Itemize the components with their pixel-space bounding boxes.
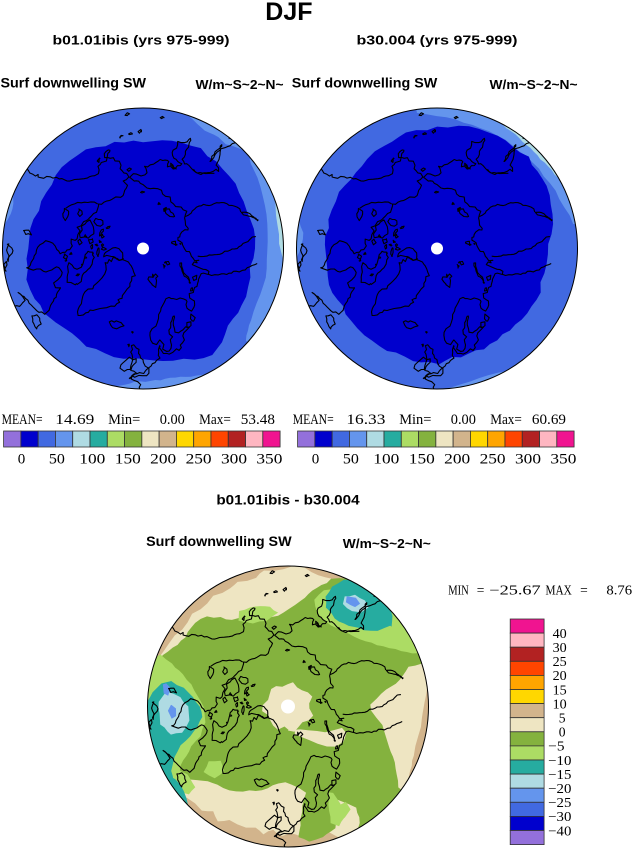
svg-text:53.48: 53.48 xyxy=(241,412,275,428)
svg-text:Surf downwelling SW: Surf downwelling SW xyxy=(292,75,438,91)
svg-text:50: 50 xyxy=(49,452,65,468)
svg-text:MEAN=: MEAN= xyxy=(293,412,334,428)
svg-text:350: 350 xyxy=(256,452,282,468)
svg-text:300: 300 xyxy=(515,452,541,468)
svg-text:−30: −30 xyxy=(548,809,571,824)
svg-text:DJF: DJF xyxy=(265,0,312,26)
svg-text:=: = xyxy=(580,583,588,598)
svg-text:b01.01ibis - b30.004: b01.01ibis - b30.004 xyxy=(216,493,360,508)
svg-text:300: 300 xyxy=(221,452,247,468)
svg-text:150: 150 xyxy=(115,452,141,468)
svg-text:−15: −15 xyxy=(548,767,571,782)
svg-text:Surf downwelling SW: Surf downwelling SW xyxy=(146,533,292,549)
svg-text:−40: −40 xyxy=(548,823,571,838)
svg-text:0.00: 0.00 xyxy=(160,412,185,428)
svg-text:0: 0 xyxy=(559,725,566,740)
svg-text:b30.004 (yrs 975-999): b30.004 (yrs 975-999) xyxy=(357,34,518,48)
svg-text:Max=: Max= xyxy=(490,412,522,428)
svg-text:Min=: Min= xyxy=(108,412,140,428)
svg-text:b01.01ibis (yrs 975-999): b01.01ibis (yrs 975-999) xyxy=(53,34,230,48)
svg-text:Surf downwelling SW: Surf downwelling SW xyxy=(1,75,147,91)
svg-text:40: 40 xyxy=(553,626,567,641)
svg-text:MAX: MAX xyxy=(546,583,572,598)
svg-text:0: 0 xyxy=(18,452,26,468)
svg-text:−10: −10 xyxy=(548,753,571,768)
svg-text:30: 30 xyxy=(553,640,567,655)
svg-text:50: 50 xyxy=(343,452,359,468)
svg-text:MEAN=: MEAN= xyxy=(2,412,43,428)
svg-text:16.33: 16.33 xyxy=(346,412,385,428)
svg-text:60.69: 60.69 xyxy=(532,412,566,428)
svg-text:250: 250 xyxy=(480,452,506,468)
svg-text:5: 5 xyxy=(559,711,566,726)
svg-text:MIN: MIN xyxy=(448,583,469,598)
svg-text:15: 15 xyxy=(553,682,567,697)
svg-text:200: 200 xyxy=(150,452,176,468)
svg-text:250: 250 xyxy=(186,452,212,468)
svg-text:350: 350 xyxy=(550,452,576,468)
svg-text:Min=: Min= xyxy=(399,412,431,428)
svg-text:10: 10 xyxy=(553,696,567,711)
svg-text:−5: −5 xyxy=(548,739,565,754)
svg-text:0.00: 0.00 xyxy=(451,412,476,428)
svg-text:W/m~S~2~N~: W/m~S~2~N~ xyxy=(343,536,431,551)
svg-text:−25: −25 xyxy=(548,795,571,810)
svg-text:−25.67: −25.67 xyxy=(489,583,541,598)
svg-text:Max=: Max= xyxy=(199,412,231,428)
svg-text:W/m~S~2~N~: W/m~S~2~N~ xyxy=(196,77,284,92)
svg-text:20: 20 xyxy=(553,668,567,683)
svg-text:100: 100 xyxy=(373,452,399,468)
svg-text:100: 100 xyxy=(79,452,105,468)
svg-text:25: 25 xyxy=(553,654,567,669)
svg-text:−20: −20 xyxy=(548,781,571,796)
svg-text:=: = xyxy=(477,583,485,598)
svg-text:200: 200 xyxy=(444,452,470,468)
svg-text:W/m~S~2~N~: W/m~S~2~N~ xyxy=(490,77,578,92)
svg-text:0: 0 xyxy=(312,452,320,468)
svg-text:14.69: 14.69 xyxy=(55,412,94,428)
svg-text:150: 150 xyxy=(409,452,435,468)
svg-text:8.76: 8.76 xyxy=(606,583,632,598)
